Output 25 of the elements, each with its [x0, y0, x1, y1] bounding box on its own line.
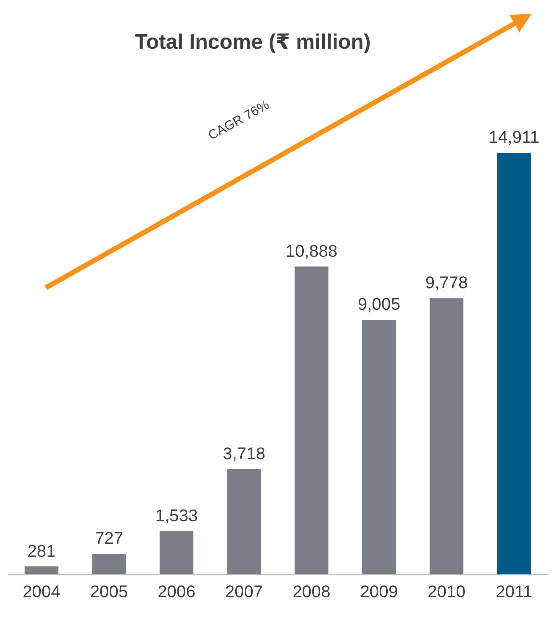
x-tick-label: 2004: [22, 582, 61, 602]
bar: [92, 554, 126, 575]
data-label: 281: [28, 542, 56, 561]
bar: [24, 566, 59, 575]
data-label: 9,005: [358, 295, 401, 314]
data-label: 14,911: [488, 128, 540, 148]
x-tick-label: 2010: [428, 582, 466, 602]
data-label: 1,533: [155, 506, 198, 526]
x-tick-label: 2011: [496, 582, 533, 602]
bar: [160, 531, 194, 575]
chart-title: Total Income (₹ million): [134, 30, 372, 55]
data-label: 727: [95, 529, 124, 548]
x-tick-label: 2008: [292, 582, 331, 602]
data-label: 3,718: [222, 444, 266, 464]
data-label: 10,888: [286, 242, 338, 261]
bar: [497, 153, 532, 575]
data-label: 9,778: [425, 273, 468, 292]
x-tick-label: 2007: [225, 582, 264, 602]
x-tick-label: 2005: [90, 582, 128, 602]
bar: [227, 469, 262, 575]
bar: [430, 298, 464, 575]
bar: [362, 320, 396, 575]
x-tick-label: 2009: [360, 582, 398, 602]
x-tick-label: 2006: [158, 582, 196, 602]
bar: [294, 266, 329, 575]
